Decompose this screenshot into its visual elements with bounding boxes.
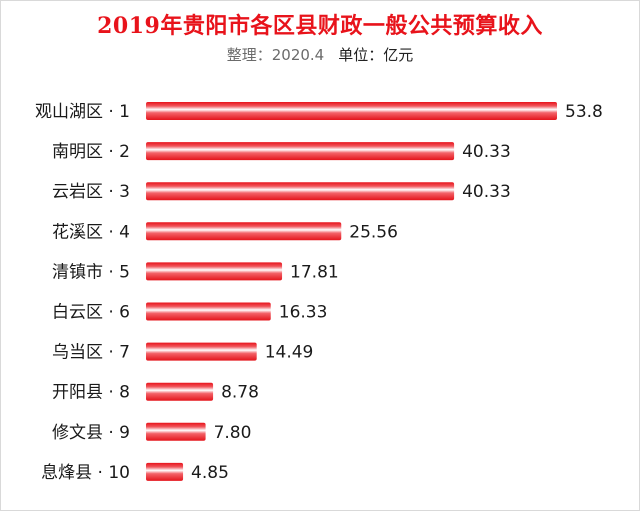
bars-group: 观山湖区 · 1 53.8 南明区 · 2 40.33 云岩区 · 3 40.33 花溪区 … <box>35 102 603 483</box>
unit-note: 单位：亿元 <box>338 46 414 64</box>
bar <box>146 302 271 321</box>
value-label: 8.78 <box>221 383 259 403</box>
bar <box>146 422 206 441</box>
bar <box>146 382 214 401</box>
category-label: 息烽县 · 10 <box>41 463 130 483</box>
bar <box>146 102 557 120</box>
category-label: 乌当区 · 7 <box>52 343 130 363</box>
value-label: 7.80 <box>214 423 252 443</box>
bar <box>146 222 342 241</box>
category-label: 观山湖区 · 1 <box>35 102 130 122</box>
value-label: 17.81 <box>290 262 339 282</box>
category-label: 开阳县 · 8 <box>52 383 130 403</box>
bar <box>146 182 455 201</box>
source-note: 整理：2020.4 <box>226 46 325 64</box>
value-label: 40.33 <box>462 142 511 162</box>
category-label: 南明区 · 2 <box>52 142 130 162</box>
bar <box>146 342 257 361</box>
category-label: 云岩区 · 3 <box>52 182 130 202</box>
value-label: 40.33 <box>462 182 511 202</box>
chart-subtitle: 整理：2020.4 单位：亿元 <box>0 44 640 65</box>
category-label: 花溪区 · 4 <box>52 222 130 242</box>
value-label: 53.8 <box>565 102 603 122</box>
value-label: 14.49 <box>265 343 314 363</box>
value-label: 16.33 <box>279 303 328 323</box>
value-label: 25.56 <box>349 222 398 242</box>
bar <box>146 142 455 161</box>
value-label: 4.85 <box>191 463 229 483</box>
category-label: 白云区 · 6 <box>52 303 130 323</box>
chart-title: 2019年贵阳市各区县财政一般公共预算收入 <box>97 13 543 39</box>
bar <box>146 262 283 281</box>
bar <box>146 462 184 481</box>
category-label: 清镇市 · 5 <box>52 262 130 282</box>
category-label: 修文县 · 9 <box>52 423 130 443</box>
